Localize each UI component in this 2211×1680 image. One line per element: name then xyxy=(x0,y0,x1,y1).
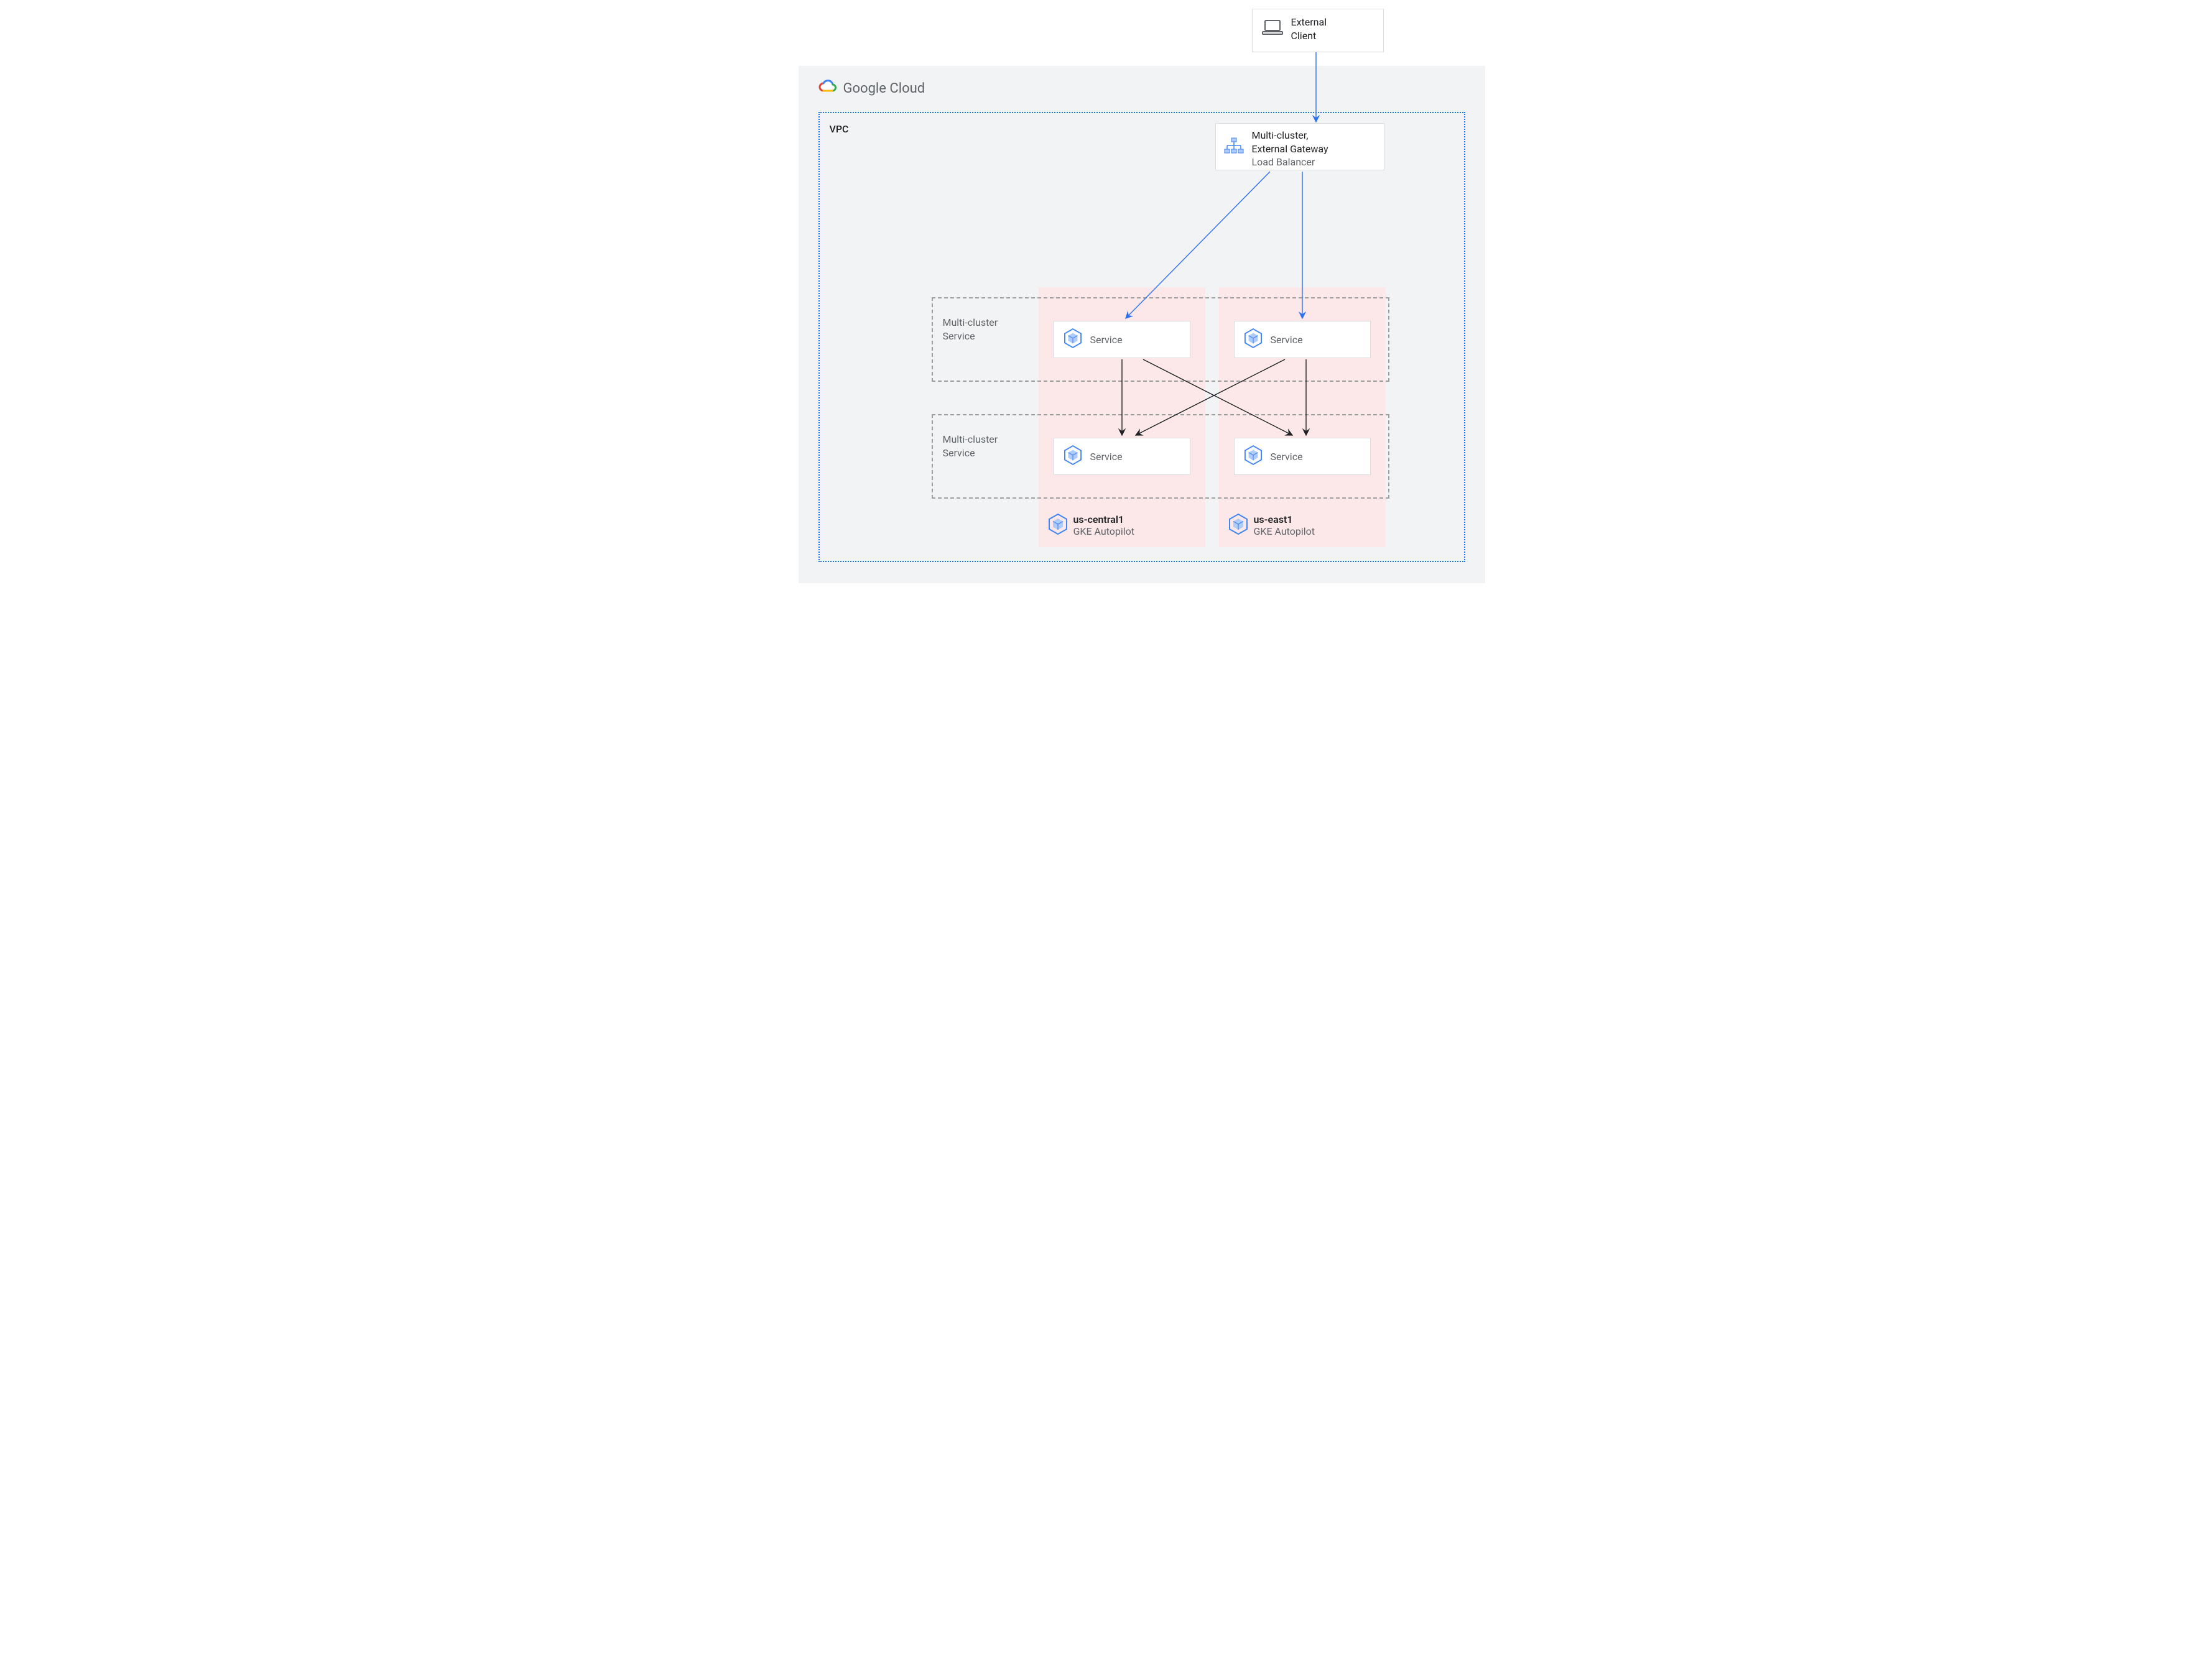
gke-icon xyxy=(1049,514,1067,537)
cluster-east-subtitle: GKE Autopilot xyxy=(1254,525,1315,537)
google-cloud-icon xyxy=(818,80,837,97)
external-client-box: External Client xyxy=(1252,9,1384,52)
gke-icon xyxy=(1229,514,1248,537)
gateway-line3: Load Balancer xyxy=(1252,155,1328,169)
load-balancer-icon xyxy=(1223,137,1245,160)
service-label: Service xyxy=(1090,334,1123,346)
cluster-central-title: us-central1 xyxy=(1073,514,1135,525)
google-cloud-title: Google Cloud xyxy=(818,80,925,97)
service-label: Service xyxy=(1090,451,1123,463)
gateway-line1: Multi-cluster, xyxy=(1252,129,1328,142)
gke-icon xyxy=(1064,445,1082,468)
diagram-canvas: External Client Google Cloud VPC xyxy=(714,0,1498,597)
cluster-east-title: us-east1 xyxy=(1254,514,1315,525)
service-box: Service xyxy=(1054,438,1190,475)
mcs-label: Multi-cluster Service xyxy=(943,316,998,343)
service-box: Service xyxy=(1234,321,1371,358)
gateway-line2: External Gateway xyxy=(1252,142,1328,156)
gateway-box: Multi-cluster, External Gateway Load Bal… xyxy=(1215,123,1384,170)
cluster-east-label: us-east1 GKE Autopilot xyxy=(1229,514,1315,537)
cluster-central-subtitle: GKE Autopilot xyxy=(1073,525,1135,537)
external-client-line1: External xyxy=(1291,16,1327,29)
service-box: Service xyxy=(1054,321,1190,358)
service-box: Service xyxy=(1234,438,1371,475)
gke-icon xyxy=(1245,445,1262,468)
vpc-label: VPC xyxy=(830,123,849,135)
laptop-icon xyxy=(1261,19,1284,39)
service-label: Service xyxy=(1271,334,1303,346)
cluster-central-label: us-central1 GKE Autopilot xyxy=(1049,514,1135,537)
service-label: Service xyxy=(1271,451,1303,463)
google-cloud-title-text: Google Cloud xyxy=(843,81,925,96)
gke-icon xyxy=(1245,328,1262,351)
mcs-label: Multi-cluster Service xyxy=(943,433,998,459)
gke-icon xyxy=(1064,328,1082,351)
external-client-line2: Client xyxy=(1291,29,1327,43)
